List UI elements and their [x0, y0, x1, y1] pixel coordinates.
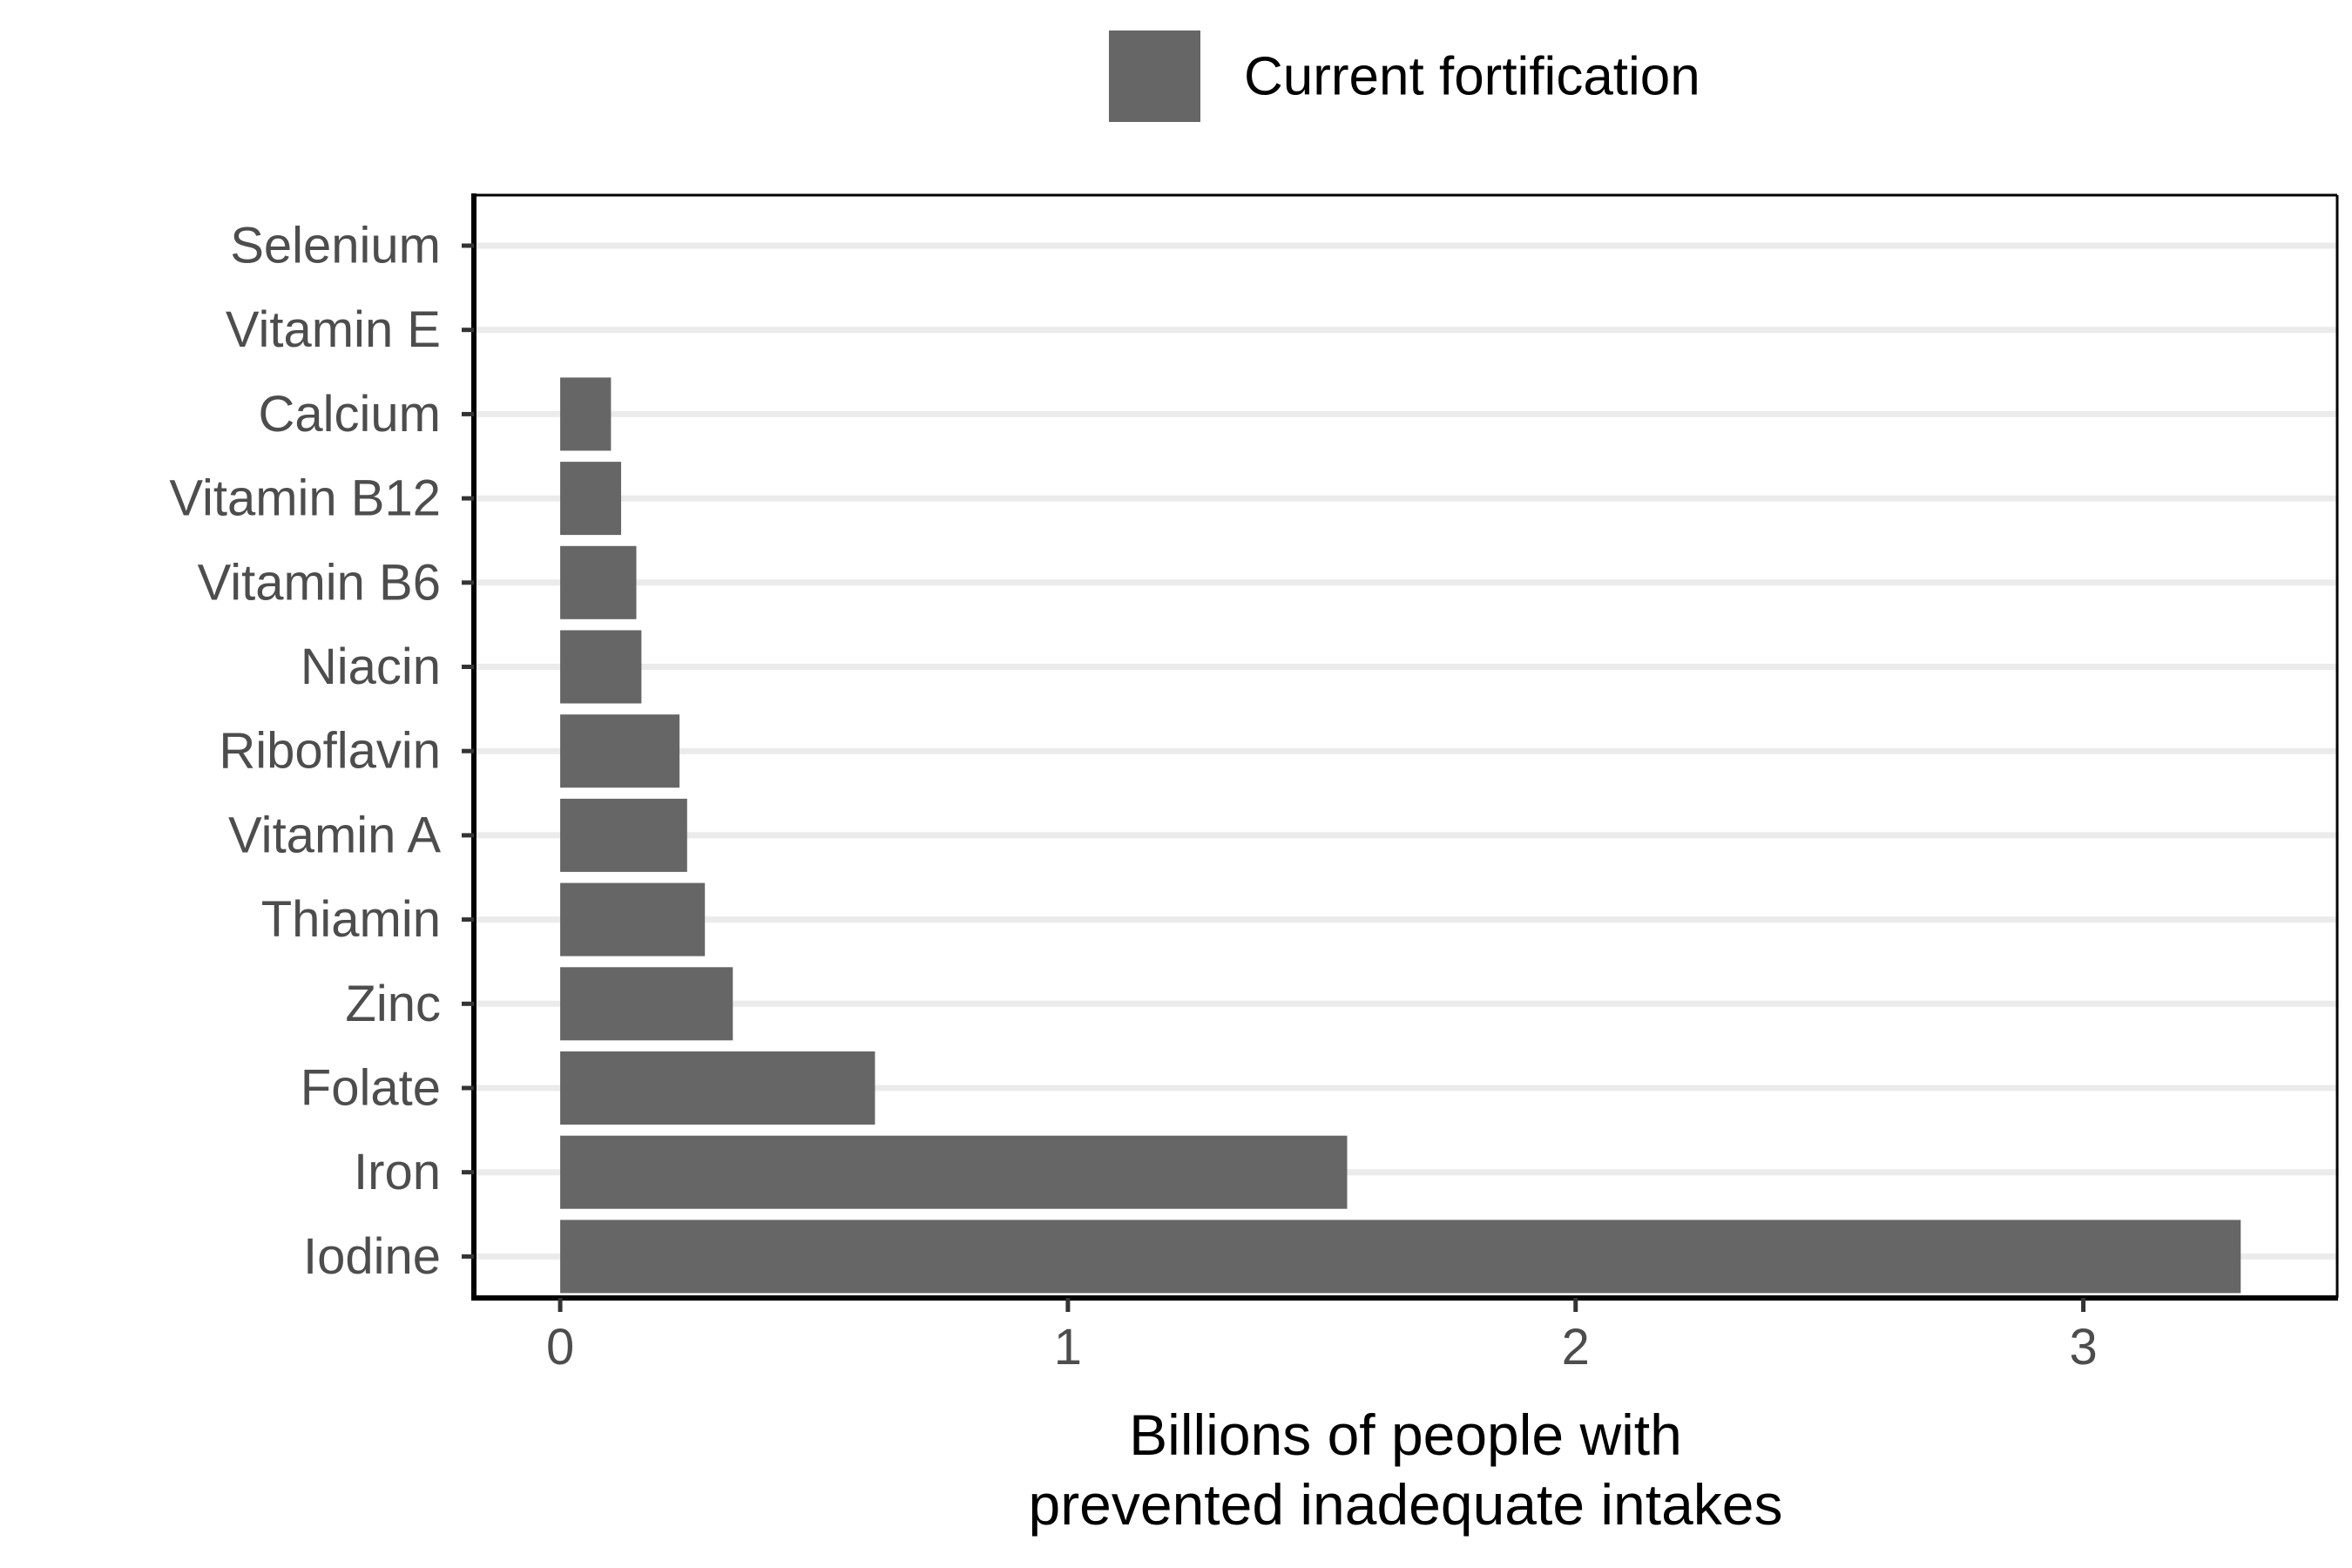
bar-vitamin-b6 — [560, 545, 637, 619]
bar-folate — [560, 1051, 875, 1125]
x-axis-ticks: 0 1 2 3 — [546, 1298, 2098, 1375]
x-axis-title-line-2: prevented inadequate intakes — [1029, 1472, 1783, 1537]
bar-iodine — [560, 1220, 2241, 1294]
legend-swatch-current-fortification — [1109, 30, 1200, 122]
x-tick-label-1: 1 — [1054, 1319, 1082, 1375]
bar-vitamin-b12 — [560, 462, 622, 536]
y-tick-label-selenium: Selenium — [230, 218, 441, 274]
bars — [560, 377, 2241, 1294]
y-tick-label-vitamin-e: Vitamin E — [226, 301, 441, 358]
legend: Current fortification — [1109, 30, 1700, 122]
y-axis-ticks: Selenium Vitamin E Calcium Vitamin B12 Vitam… — [169, 218, 474, 1285]
legend-label-current-fortification: Current fortification — [1244, 47, 1700, 107]
x-tick-label-2: 2 — [1562, 1319, 1590, 1375]
y-tick-label-zinc: Zinc — [345, 976, 441, 1032]
y-tick-label-vitamin-a: Vitamin A — [228, 807, 441, 863]
y-tick-label-iodine: Iodine — [303, 1228, 441, 1285]
bar-riboflavin — [560, 714, 680, 788]
y-tick-label-niacin: Niacin — [301, 639, 441, 695]
y-tick-label-folate: Folate — [301, 1060, 441, 1117]
x-tick-label-3: 3 — [2069, 1319, 2097, 1375]
y-tick-label-iron: Iron — [354, 1144, 441, 1200]
bar-niacin — [560, 630, 642, 704]
bar-zinc — [560, 967, 733, 1041]
axes — [471, 193, 2339, 1301]
bar-vitamin-a — [560, 798, 687, 872]
x-axis-title-line-1: Billions of people with — [1129, 1402, 1682, 1467]
y-tick-label-vitamin-b6: Vitamin B6 — [198, 554, 441, 611]
y-tick-label-thiamin: Thiamin — [261, 891, 441, 948]
bar-iron — [560, 1135, 1348, 1209]
y-tick-label-vitamin-b12: Vitamin B12 — [169, 470, 441, 527]
bar-calcium — [560, 377, 612, 451]
y-tick-label-calcium: Calcium — [259, 386, 442, 443]
bar-thiamin — [560, 882, 706, 956]
y-tick-label-riboflavin: Riboflavin — [219, 723, 441, 780]
x-tick-label-0: 0 — [546, 1319, 574, 1375]
